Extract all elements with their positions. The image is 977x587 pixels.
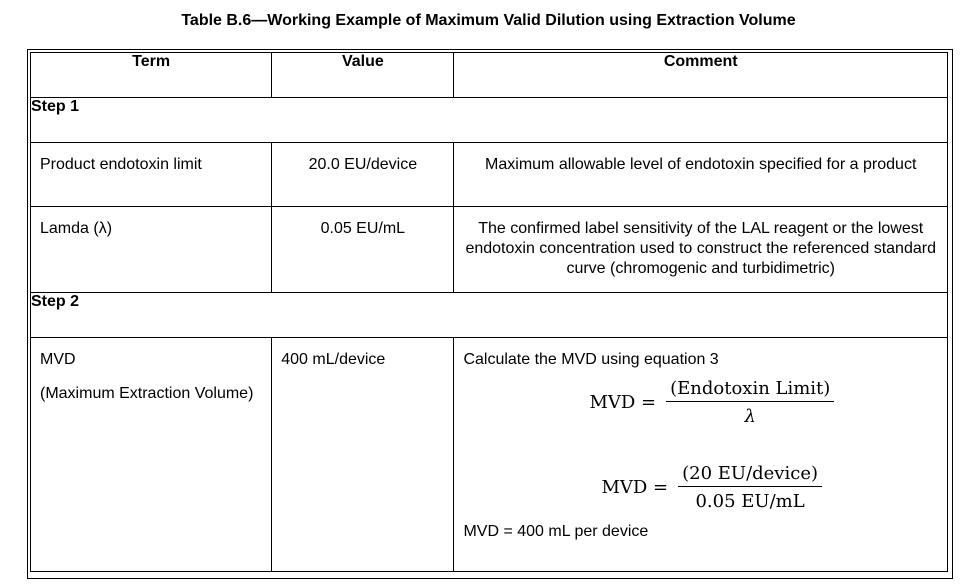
row-value: 20.0 EU/device: [308, 156, 418, 173]
step-2-label: Step 2: [30, 292, 948, 338]
step-1-label: Step 1: [30, 97, 948, 143]
mvd-result: MVD = 400 mL per device: [463, 523, 649, 540]
table-caption: Table B.6—Working Example of Maximum Val…: [181, 12, 796, 29]
mvd-table: Term Value Comment Step 1 Product endoto…: [29, 52, 948, 572]
row-comment: The confirmed label sensitivity of the L…: [465, 220, 936, 277]
table-row: Product endotoxin limit 20.0 EU/device M…: [29, 142, 948, 207]
equation-2-denominator: 0.05 EU/mL: [695, 491, 805, 512]
row-term: Lamda (λ): [40, 220, 113, 237]
equation-1-denominator: λ: [744, 406, 756, 427]
mvd-row: MVD (Maximum Extraction Volume) 400 mL/d…: [29, 337, 948, 572]
equation-1: MVD = (Endotoxin Limit) λ: [589, 378, 947, 427]
equation-2: MVD = (20 EU/device) 0.05 EU/mL: [601, 463, 947, 512]
table-outer-border: [27, 49, 953, 579]
step-1-row: Step 1: [30, 97, 948, 143]
mvd-value: 400 mL/device: [281, 351, 386, 368]
row-term: Product endotoxin limit: [40, 156, 202, 173]
row-comment: Maximum allowable level of endotoxin spe…: [485, 156, 917, 173]
row-value: 0.05 EU/mL: [320, 220, 406, 237]
mvd-term: MVD: [40, 351, 76, 368]
table-row: Lamda (λ) 0.05 EU/mL The confirmed label…: [29, 206, 948, 293]
equation-1-fraction: (Endotoxin Limit) λ: [666, 378, 835, 427]
header-value: Value: [271, 52, 455, 98]
header-comment: Comment: [453, 52, 948, 98]
step-2-row: Step 2: [30, 292, 948, 338]
equation-1-lhs: MVD =: [589, 392, 657, 413]
mvd-intro: Calculate the MVD using equation 3: [463, 351, 719, 368]
mvd-term-sub: (Maximum Extraction Volume): [40, 385, 254, 402]
equation-1-numerator: (Endotoxin Limit): [666, 378, 835, 402]
header-row: Term Value Comment: [29, 52, 948, 98]
equation-2-fraction: (20 EU/device) 0.05 EU/mL: [678, 463, 822, 512]
equation-2-numerator: (20 EU/device): [678, 463, 822, 487]
header-term: Term: [29, 52, 273, 98]
equation-2-lhs: MVD =: [601, 477, 669, 498]
